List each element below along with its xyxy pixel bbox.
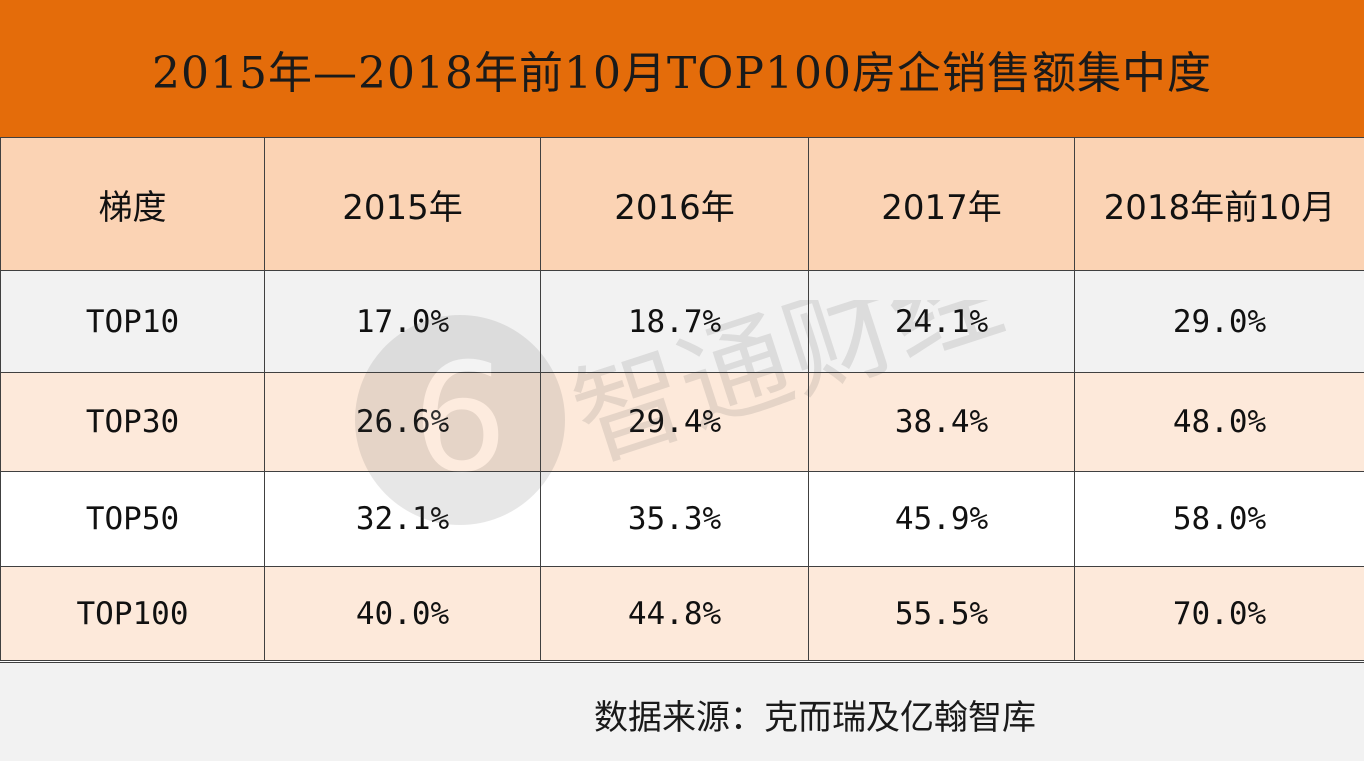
table-row: TOP30 26.6% 29.4% 38.4% 48.0% (0, 372, 1364, 472)
concentration-table: 梯度 2015年 2016年 2017年 2018年前10月 TOP10 17.… (0, 137, 1364, 661)
value-cell: 17.0% (264, 270, 541, 373)
value-cell: 38.4% (808, 372, 1075, 472)
header-cell: 2017年 (808, 137, 1075, 271)
value-cell: 24.1% (808, 270, 1075, 373)
table-row: TOP10 17.0% 18.7% 24.1% 29.0% (0, 270, 1364, 373)
value-cell: 70.0% (1074, 566, 1364, 661)
value-cell: 58.0% (1074, 471, 1364, 567)
value-cell: 48.0% (1074, 372, 1364, 472)
source-note: 数据来源：克而瑞及亿翰智库 (594, 698, 1036, 738)
tier-cell: TOP30 (0, 372, 265, 472)
value-cell: 29.4% (540, 372, 809, 472)
value-cell: 45.9% (808, 471, 1075, 567)
source-footer: 数据来源：克而瑞及亿翰智库 (0, 662, 1364, 761)
value-cell: 40.0% (264, 566, 541, 661)
tier-cell: TOP50 (0, 471, 265, 567)
tier-cell: TOP100 (0, 566, 265, 661)
value-cell: 35.3% (540, 471, 809, 567)
table-row: TOP100 40.0% 44.8% 55.5% 70.0% (0, 566, 1364, 661)
value-cell: 18.7% (540, 270, 809, 373)
header-cell: 2018年前10月 (1074, 137, 1364, 271)
value-cell: 32.1% (264, 471, 541, 567)
header-cell: 梯度 (0, 137, 265, 271)
header-row: 梯度 2015年 2016年 2017年 2018年前10月 (0, 137, 1364, 271)
value-cell: 44.8% (540, 566, 809, 661)
table-title: 2015年—2018年前10月TOP100房企销售额集中度 (0, 0, 1364, 137)
table-row: TOP50 32.1% 35.3% 45.9% 58.0% (0, 471, 1364, 567)
value-cell: 26.6% (264, 372, 541, 472)
value-cell: 29.0% (1074, 270, 1364, 373)
header-cell: 2015年 (264, 137, 541, 271)
tier-cell: TOP10 (0, 270, 265, 373)
value-cell: 55.5% (808, 566, 1075, 661)
header-cell: 2016年 (540, 137, 809, 271)
